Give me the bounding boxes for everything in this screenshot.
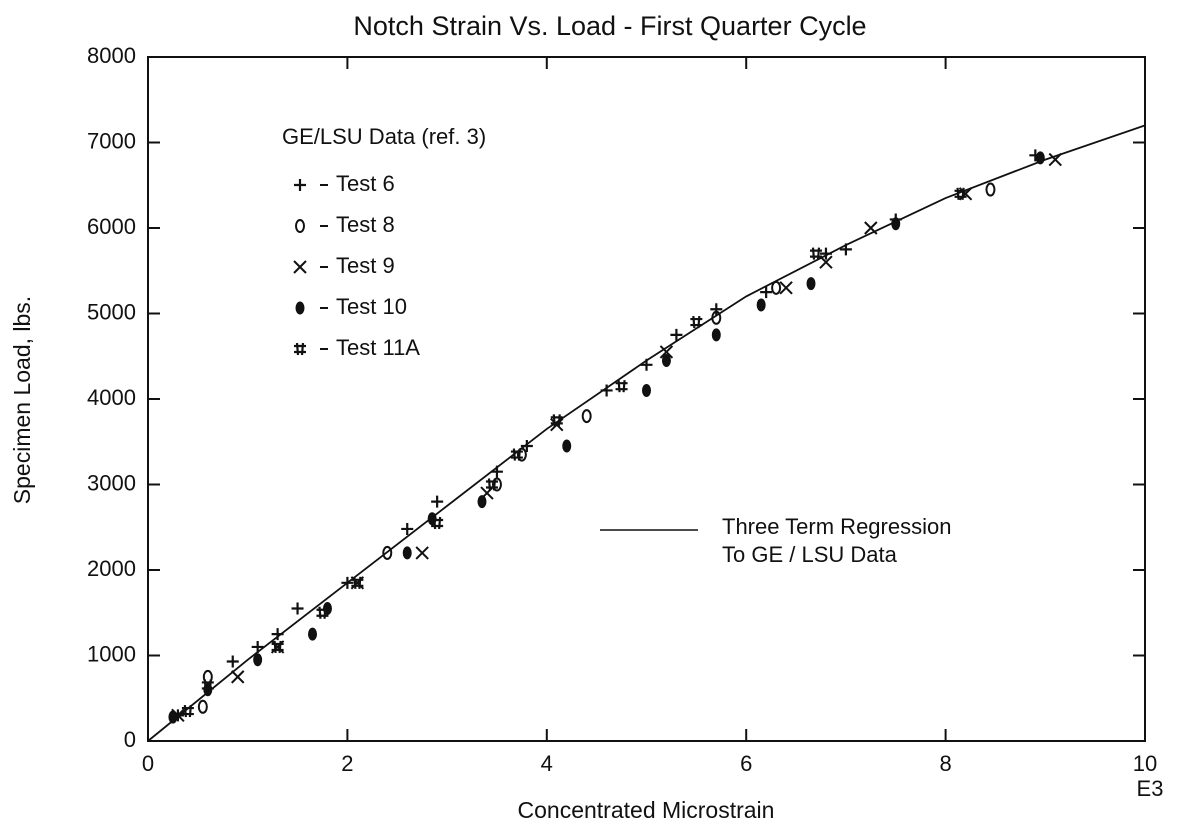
- marker-plus: [271, 628, 284, 641]
- marker-dot: [711, 328, 721, 342]
- y-tick-label: 2000: [87, 556, 136, 581]
- marker-star: [550, 414, 563, 427]
- marker-star: [809, 247, 822, 260]
- marker-circle: [711, 310, 722, 325]
- marker-plus: [251, 640, 264, 653]
- y-tick-label: 6000: [87, 214, 136, 239]
- marker-circle: [491, 477, 502, 492]
- x-tick-label: 4: [541, 751, 553, 776]
- x-tick-label: 0: [142, 751, 154, 776]
- x-tick-label: 10: [1133, 751, 1157, 776]
- marker-circle: [581, 409, 592, 424]
- marker-plus: [226, 655, 239, 668]
- legend-marker: [294, 179, 306, 191]
- x-axis-label: Concentrated Microstrain: [518, 797, 775, 823]
- marker-star: [431, 516, 444, 530]
- marker-dot: [642, 383, 651, 397]
- marker-star: [271, 640, 284, 654]
- marker-star: [615, 380, 628, 393]
- y-tick-label: 0: [124, 727, 136, 752]
- marker-dot: [661, 354, 671, 368]
- marker-dot: [477, 495, 487, 509]
- x-tick-label: 6: [740, 751, 752, 776]
- marker-dot: [1035, 151, 1045, 165]
- marker-cross: [550, 417, 564, 432]
- marker-plus: [401, 522, 414, 535]
- legend-label: Test 6: [336, 171, 395, 196]
- marker-circle: [382, 545, 393, 560]
- marker-star: [316, 606, 329, 619]
- marker-cross: [1048, 152, 1062, 167]
- marker-plus: [819, 247, 832, 260]
- marker-cross: [231, 670, 245, 684]
- marker-cross: [779, 281, 793, 295]
- y-tick-label: 8000: [87, 43, 136, 68]
- marker-cross: [819, 255, 833, 269]
- marker-plus: [490, 465, 503, 478]
- marker-cross: [270, 640, 285, 654]
- marker-dot: [253, 653, 263, 667]
- y-tick-label: 5000: [87, 299, 136, 324]
- legend-label: Test 9: [336, 253, 395, 278]
- legend-marker: [294, 342, 306, 356]
- marker-star: [690, 315, 703, 329]
- legend-marker: [295, 301, 305, 315]
- legend-marker: [295, 219, 305, 233]
- x-multiplier: E3: [1137, 776, 1164, 801]
- x-tick-label: 8: [939, 751, 951, 776]
- marker-star: [954, 187, 967, 200]
- marker-circle: [516, 447, 527, 462]
- marker-plus: [640, 358, 653, 371]
- marker-dot: [402, 546, 412, 560]
- marker-plus: [291, 602, 304, 615]
- marker-dot: [806, 277, 816, 291]
- plot-frame: [147, 56, 1146, 742]
- y-tick-label: 4000: [87, 385, 136, 410]
- marker-cross: [659, 345, 674, 359]
- x-tick-label: 2: [341, 751, 353, 776]
- legend-label: Test 11A: [336, 335, 420, 360]
- y-tick-label: 3000: [87, 470, 136, 495]
- marker-star: [351, 576, 364, 589]
- marker-plus: [839, 243, 852, 256]
- y-axis-label: Specimen Load, lbs.: [9, 296, 35, 504]
- marker-star: [201, 679, 214, 692]
- marker-circle: [985, 182, 996, 197]
- legend-marker: [293, 260, 307, 274]
- annotation: To GE / LSU Data: [722, 542, 898, 567]
- marker-cross: [864, 221, 878, 235]
- marker-circle: [197, 699, 208, 714]
- marker-star: [181, 704, 194, 718]
- marker-plus: [520, 440, 533, 453]
- marker-plus: [431, 495, 444, 508]
- marker-dot: [562, 439, 572, 453]
- marker-dot: [308, 627, 318, 641]
- marker-cross: [415, 546, 429, 560]
- marker-plus: [341, 576, 354, 589]
- marker-circle: [771, 280, 782, 295]
- marker-plus: [670, 328, 683, 341]
- legend-title: GE/LSU Data (ref. 3): [282, 124, 486, 149]
- marker-star: [510, 448, 523, 461]
- marker-dot: [891, 217, 901, 231]
- annotation: Three Term Regression: [722, 514, 951, 539]
- marker-plus: [760, 286, 773, 299]
- y-tick-label: 7000: [87, 128, 136, 153]
- legend-label: Test 10: [336, 294, 407, 319]
- regression-line: [147, 124, 1146, 742]
- marker-dot: [168, 710, 178, 724]
- marker-plus: [710, 303, 723, 316]
- marker-star: [485, 478, 498, 491]
- y-tick-label: 1000: [87, 641, 136, 666]
- legend-label: Test 8: [336, 212, 395, 237]
- marker-dot: [756, 298, 766, 312]
- marker-plus: [600, 384, 613, 397]
- chart-title: Notch Strain Vs. Load - First Quarter Cy…: [353, 11, 866, 41]
